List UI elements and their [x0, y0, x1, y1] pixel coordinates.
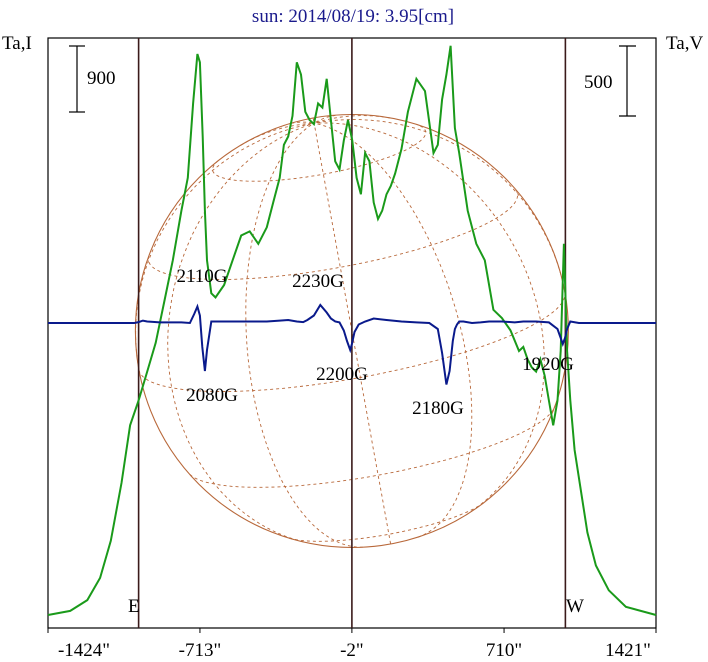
x-tick-label: 1421"	[605, 640, 651, 661]
limb-label-west: W	[566, 596, 584, 617]
solar-longitude-line	[291, 121, 315, 124]
left-scale-bar: 900	[69, 45, 116, 113]
solar-longitude-line	[312, 117, 315, 124]
annotation-label: 2230G	[292, 271, 344, 292]
field-strength-annotations: 2110G 2080G 2230G 2200G 2180G 1920G	[176, 266, 574, 419]
series-line-intensity	[47, 45, 657, 616]
solar-latitude-line	[189, 407, 555, 488]
right-scale-bar: 500	[584, 45, 636, 117]
chart-title: sun: 2014/08/19: 3.95[cm]	[252, 6, 454, 27]
annotation-label: 2180G	[412, 398, 464, 419]
solar-longitude-line	[313, 122, 473, 538]
x-tick-label: -2"	[340, 640, 364, 661]
x-tick-label: -713"	[179, 640, 222, 661]
left-axis-label: Ta,I	[2, 33, 32, 54]
solar-longitude-line	[314, 122, 545, 512]
series-line-polarization	[48, 303, 656, 385]
limb-label-east: E	[128, 596, 140, 617]
solar-longitude-line	[313, 114, 336, 124]
solar-longitude-line	[314, 119, 566, 293]
annotation-label: 1920G	[522, 354, 574, 375]
x-tick-label: 710"	[486, 640, 522, 661]
x-axis-ticks: -1424" -713" -2" 710" 1421"	[47, 628, 657, 661]
solar-latitude-line	[288, 502, 484, 542]
x-tick-label: -1424"	[58, 640, 110, 661]
left-scale-label: 900	[87, 68, 116, 89]
solar-longitude-line	[167, 122, 315, 543]
annotation-label: 2110G	[176, 266, 227, 287]
right-axis-label: Ta,V	[666, 33, 703, 54]
annotation-label: 2200G	[316, 364, 368, 385]
solar-longitude-line	[135, 122, 315, 370]
solar-longitude-line	[245, 122, 363, 548]
solar-latitude-line	[212, 124, 427, 182]
solar-longitude-line	[240, 122, 315, 146]
right-scale-label: 500	[584, 72, 613, 93]
annotation-label: 2080G	[186, 385, 238, 406]
